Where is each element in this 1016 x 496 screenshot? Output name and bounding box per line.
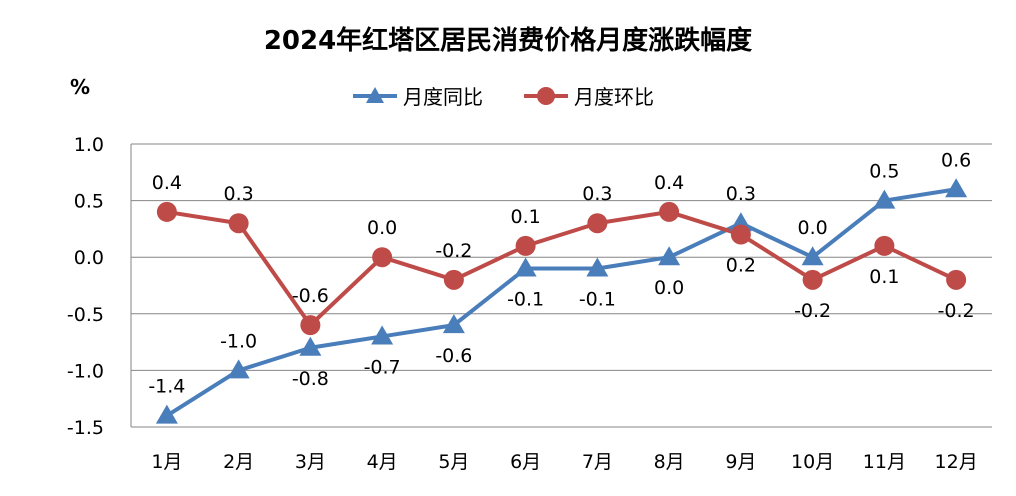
x-tick-label: 3月 <box>295 451 326 473</box>
data-point-triangle <box>945 178 968 198</box>
y-tick-label: -0.5 <box>67 304 104 326</box>
data-label: 0.3 <box>224 183 254 205</box>
data-point-circle <box>300 315 321 336</box>
data-point-circle <box>515 235 536 256</box>
y-tick-label: 0.5 <box>74 191 104 213</box>
y-tick-label: 1.0 <box>74 134 104 156</box>
data-point-triangle <box>658 246 681 266</box>
data-label: -1.4 <box>148 376 185 398</box>
data-point-circle <box>443 269 464 290</box>
data-point-triangle <box>371 325 394 345</box>
data-label: -0.2 <box>794 300 831 322</box>
data-label: 0.1 <box>869 266 899 288</box>
data-label: 0.6 <box>941 149 971 171</box>
x-tick-label: 1月 <box>151 451 182 473</box>
data-label: -0.6 <box>435 345 472 367</box>
x-tick-label: 2月 <box>223 451 254 473</box>
data-label: 0.0 <box>367 217 397 239</box>
data-point-circle <box>946 269 967 290</box>
data-label: -0.1 <box>579 289 616 311</box>
x-tick-label: 10月 <box>791 451 834 473</box>
data-label: -0.1 <box>507 289 544 311</box>
data-point-triangle <box>514 257 537 277</box>
x-tick-label: 4月 <box>367 451 398 473</box>
x-tick-label: 9月 <box>725 451 756 473</box>
x-tick-label: 11月 <box>863 451 906 473</box>
data-label: 0.4 <box>654 172 684 194</box>
series-line <box>165 187 957 418</box>
data-point-triangle <box>801 246 824 266</box>
y-axis-unit: % <box>70 75 90 99</box>
data-label: -0.7 <box>364 356 401 378</box>
x-tick-label: 7月 <box>582 451 613 473</box>
y-tick-label: 0.0 <box>74 247 104 269</box>
data-label: -0.2 <box>938 300 975 322</box>
data-label: 0.3 <box>726 183 756 205</box>
data-label: 0.2 <box>726 255 756 277</box>
data-label: 0.0 <box>798 217 828 239</box>
data-point-triangle <box>155 404 178 424</box>
y-tick-label: -1.0 <box>67 360 104 382</box>
legend-triangle-marker <box>366 87 384 103</box>
data-point-circle <box>802 269 823 290</box>
data-point-triangle <box>586 257 609 277</box>
data-label: -1.0 <box>220 330 257 352</box>
x-tick-label: 8月 <box>654 451 685 473</box>
data-point-circle <box>659 201 680 222</box>
data-label: -0.6 <box>292 285 329 307</box>
x-tick-label: 6月 <box>510 451 541 473</box>
data-label: 0.0 <box>654 277 684 299</box>
data-point-circle <box>587 213 608 234</box>
data-point-triangle <box>442 314 465 334</box>
data-point-circle <box>874 235 895 256</box>
data-label: 0.5 <box>869 161 899 183</box>
data-point-circle <box>156 201 177 222</box>
data-point-circle <box>372 247 393 268</box>
data-label: -0.8 <box>292 368 329 390</box>
data-label: -0.2 <box>435 240 472 262</box>
legend-label: 月度环比 <box>574 85 654 109</box>
data-label: 0.4 <box>152 172 182 194</box>
chart-title: 2024年红塔区居民消费价格月度涨跌幅度 <box>264 25 752 56</box>
data-point-triangle <box>227 359 250 379</box>
data-point-triangle <box>299 336 322 356</box>
data-point-circle <box>228 213 249 234</box>
series-line <box>166 209 957 328</box>
x-tick-label: 5月 <box>438 451 469 473</box>
data-label: 0.3 <box>582 183 612 205</box>
data-point-circle <box>730 224 751 245</box>
legend-label: 月度同比 <box>403 85 483 109</box>
x-tick-label: 12月 <box>935 451 978 473</box>
data-point-triangle <box>873 189 896 209</box>
y-tick-label: -1.5 <box>67 417 104 439</box>
data-label: 0.1 <box>511 206 541 228</box>
legend-circle-marker <box>537 87 555 105</box>
